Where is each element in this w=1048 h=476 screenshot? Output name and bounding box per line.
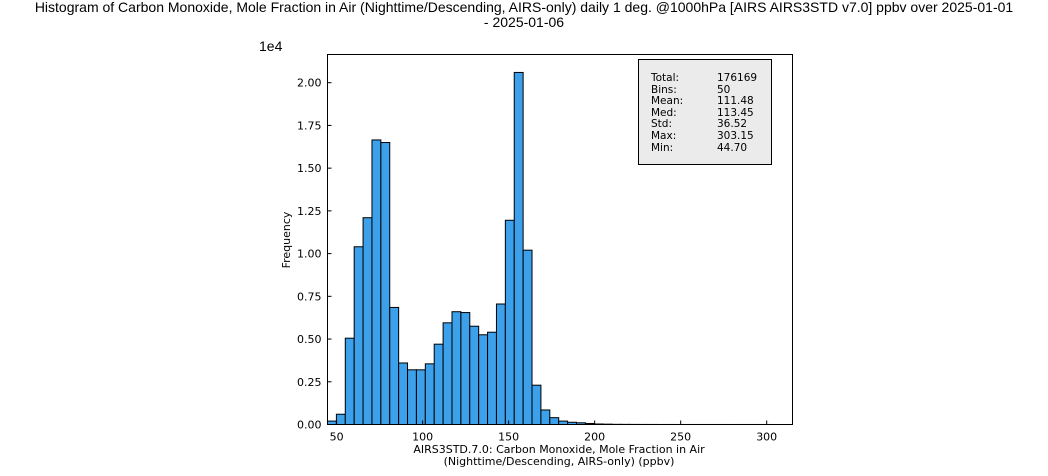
histogram-bar — [424, 363, 435, 426]
stat-label: Bins: — [651, 83, 677, 96]
histogram-bar — [344, 337, 355, 426]
y-tick-label: 1.50 — [297, 162, 322, 175]
stat-label: Total: — [651, 72, 680, 84]
x-tick-label: 250 — [670, 431, 691, 444]
y-tick-label: 1.75 — [297, 119, 322, 132]
stat-label: Mean: — [651, 95, 684, 108]
histogram-bar — [415, 369, 426, 425]
chart-title: Histogram of Carbon Monoxide, Mole Fract… — [0, 0, 1048, 30]
y-tick-label: 0.50 — [297, 333, 322, 346]
x-axis-label-line-1: AIRS3STD.7.0: Carbon Monoxide, Mole Frac… — [413, 443, 705, 456]
histogram-bar — [353, 246, 364, 425]
plot-frame — [327, 54, 793, 425]
stat-value: 50 — [717, 83, 731, 96]
histogram-bar — [442, 322, 453, 425]
y-tick-label: 2.00 — [297, 77, 322, 90]
stat-label: Std: — [651, 118, 672, 131]
y-tick-label: 0.75 — [297, 290, 322, 303]
histogram-bar — [327, 420, 337, 426]
histogram-bar — [504, 219, 515, 425]
histogram-bar — [478, 334, 489, 425]
y-axis-ticks: 0.00 0.25 0.50 0.75 1.00 1.25 1.50 1.75 2.00 — [297, 77, 332, 432]
x-axis-ticks: 50 100 150 200 250 300 — [330, 420, 777, 444]
histogram-bar — [487, 331, 497, 425]
histogram-bar — [460, 312, 471, 426]
stat-value: 36.52 — [717, 118, 748, 131]
stat-value: 303.15 — [717, 129, 754, 142]
histogram-bar — [495, 303, 506, 425]
histogram-bar — [407, 369, 417, 425]
stat-row-median: Med: 113.45 — [651, 106, 771, 120]
histogram-bar — [451, 311, 462, 425]
y-tick-label: 1.00 — [297, 248, 322, 261]
histogram-bar — [531, 384, 542, 425]
stat-row-mean: Mean: 111.48 — [651, 96, 771, 108]
x-tick-label: 200 — [584, 431, 605, 444]
stat-value: 44.70 — [717, 141, 748, 154]
stat-value: 111.48 — [717, 95, 754, 108]
stat-value: 176169 — [717, 72, 758, 84]
chart-title-line-2: - 2025-01-06 — [483, 14, 565, 30]
stat-label: Min: — [651, 141, 674, 154]
histogram-bar — [389, 306, 400, 425]
histogram-bar — [513, 71, 524, 425]
stat-row-bins: Bins: 50 — [651, 83, 771, 97]
stat-label: Med: — [651, 106, 677, 119]
y-multiplier-label: 1e4 — [259, 38, 283, 54]
stat-row-std: Std: 36.52 — [651, 119, 771, 131]
histogram-bar — [522, 249, 533, 425]
x-tick-label: 100 — [412, 431, 433, 444]
histogram-bar — [549, 417, 560, 425]
histogram-bar — [398, 362, 409, 425]
y-tick-label: 1.25 — [297, 205, 322, 218]
y-tick-label: 0.25 — [297, 376, 322, 389]
x-axis-label-line-2: (Nighttime/Descending, AIRS-only) (ppbv) — [444, 455, 675, 468]
y-axis-label: Frequency — [280, 211, 293, 268]
histogram-bar — [469, 325, 480, 426]
stat-row-max: Max: 303.15 — [651, 129, 771, 143]
y-tick-label: 0.00 — [297, 419, 322, 432]
histogram-bar — [558, 420, 569, 426]
histogram-bar — [380, 142, 391, 425]
x-tick-label: 50 — [330, 431, 344, 444]
stat-row-total: Total: 176169 — [651, 72, 771, 85]
x-tick-label: 150 — [498, 431, 519, 444]
chart-title-line-1: Histogram of Carbon Monoxide, Mole Fract… — [34, 0, 1014, 15]
stat-row-min: Min: 44.70 — [651, 141, 771, 155]
x-tick-label: 300 — [756, 431, 777, 444]
histogram-bar — [433, 343, 444, 425]
histogram-bar — [335, 413, 346, 426]
histogram-bar — [540, 409, 551, 426]
histogram-bars — [327, 71, 773, 426]
stat-value: 113.45 — [717, 106, 754, 119]
histogram-bar — [371, 139, 382, 425]
stat-label: Max: — [651, 129, 677, 142]
statistics-box: Total: 176169 Bins: 50 Mean: 111.48 Med: 113… — [638, 59, 772, 165]
histogram-bar — [362, 217, 373, 425]
